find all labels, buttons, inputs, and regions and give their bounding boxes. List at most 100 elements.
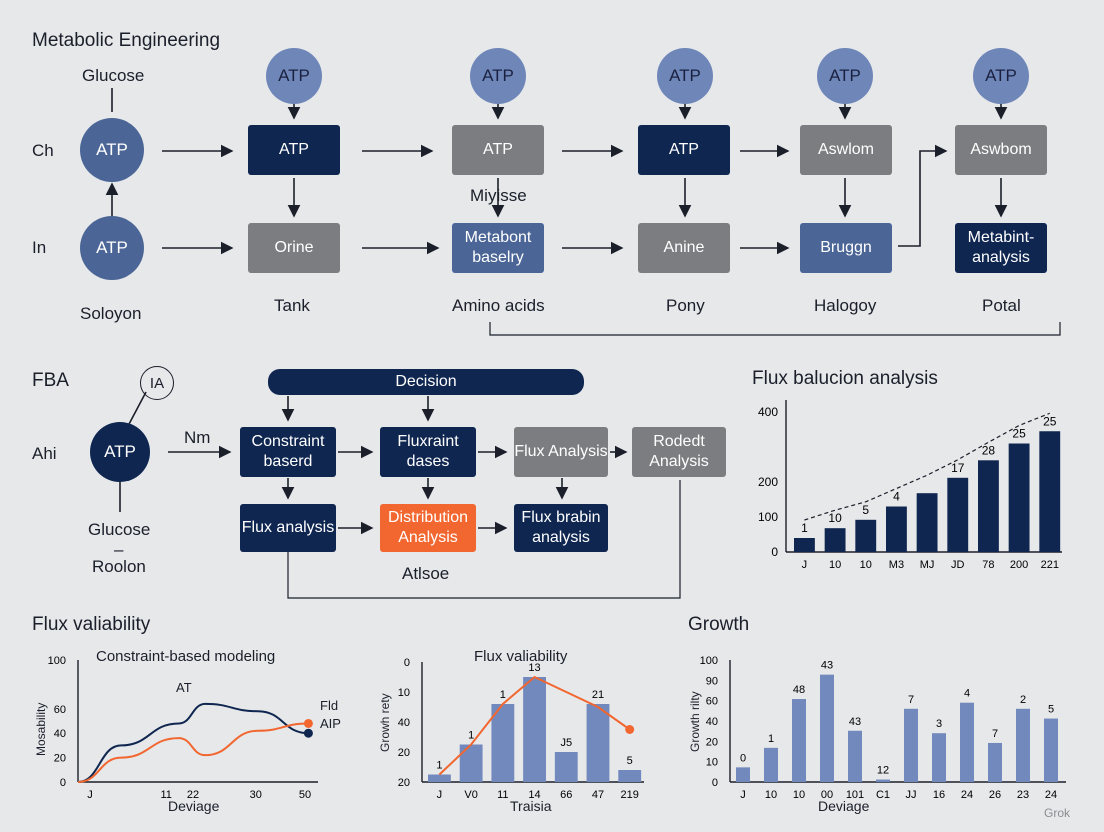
chart4-xtick: C1 (876, 789, 890, 801)
chart4-bar-label: 7 (908, 694, 914, 706)
chart1-bar (916, 493, 938, 552)
chart3-bar (618, 770, 642, 782)
bottom-label-tank: Tank (274, 296, 310, 315)
atp-node-left-top[interactable]: ATP (80, 118, 144, 182)
chart2-ytick: 0 (60, 777, 66, 789)
chart2-xtick: 30 (250, 789, 262, 801)
fba-box-flux-analysis-2[interactable]: Flux analysis (240, 504, 336, 552)
chart3-ytick: 20 (398, 747, 410, 759)
row2-box-1[interactable]: Orine (248, 223, 340, 273)
chart3-xtick: 66 (560, 789, 572, 801)
chart2-ytick: 40 (54, 728, 66, 740)
chart4-bar (764, 747, 778, 782)
chart4-bar (792, 699, 806, 782)
chart4-bar-label: 43 (849, 716, 861, 728)
chart1-ytick: 0 (771, 545, 778, 559)
decision-bar[interactable]: Decision (268, 369, 584, 395)
row1-box-1[interactable]: ATP (248, 125, 340, 175)
chart3-title: Flux valiability (474, 648, 568, 665)
chart3-bar-label: 13 (528, 662, 540, 674)
chart2-xlabel: Deviage (168, 798, 220, 814)
chart4-xtick: JJ (906, 789, 917, 801)
chart3-bar (459, 744, 483, 782)
chart4-bar (1044, 718, 1058, 782)
chart1-bar (947, 477, 969, 552)
roolon-label: Roolon (92, 557, 146, 576)
atp-top-node-4[interactable]: ATP (817, 48, 873, 104)
chart4-bar (904, 708, 918, 782)
bottom-label-amino: Amino acids (452, 296, 545, 315)
atlsoe-label: Atlsoe (402, 564, 450, 583)
chart4-bar-label: 5 (1048, 704, 1054, 716)
chart3-bar-label: 5 (627, 755, 633, 767)
chart4-xtick: 00 (821, 789, 833, 801)
chart1-bar (794, 538, 815, 552)
bottom-label-pony: Pony (666, 296, 705, 315)
chart1-ytick: 400 (758, 405, 778, 419)
chart4-ylabel: Growth rilty (688, 691, 702, 752)
fba-box-distribution[interactable]: Distribution Analysis (380, 504, 476, 552)
row1-box-2[interactable]: ATP (452, 125, 544, 175)
chart2-series-line (77, 722, 309, 783)
fba-box-fluxraint[interactable]: Fluxraint dases (380, 427, 476, 477)
chart1-bar-label: 17 (951, 461, 965, 475)
chart4-bar-label: 0 (740, 752, 746, 764)
chart1-trend-line (804, 412, 1050, 521)
row2-box-2[interactable]: Metabont baselry (452, 223, 544, 273)
miyisse-label: Miyisse (470, 186, 527, 205)
fba-box-rodedt[interactable]: Rodedt Analysis (632, 427, 726, 477)
chart1-bar (855, 519, 877, 552)
row1-box-5[interactable]: Aswbom (955, 125, 1047, 175)
atp-node-left-bottom[interactable]: ATP (80, 216, 144, 280)
chart4-xtick: J (740, 789, 746, 801)
chart1-bar-label: 10 (828, 511, 842, 525)
atp-top-node-2[interactable]: ATP (470, 48, 526, 104)
chart2-legend-fld: Fld (320, 698, 339, 713)
row1-box-4[interactable]: Aswlom (800, 125, 892, 175)
chart4-ytick: 90 (706, 675, 718, 687)
chart2-series-marker (303, 728, 313, 738)
ia-node[interactable]: IA (140, 366, 174, 400)
row2-box-5[interactable]: Metabint-analysis (955, 223, 1047, 273)
chart4-xtick: 26 (989, 789, 1001, 801)
chart3-xtick: 14 (528, 789, 540, 801)
row-label-in: In (32, 238, 47, 257)
chart4-ytick: 20 (706, 736, 718, 748)
bottom-label-halogoy: Halogoy (814, 296, 877, 315)
atp-top-node-5[interactable]: ATP (973, 48, 1029, 104)
row2-box-4[interactable]: Bruggn (800, 223, 892, 273)
chart4-bar (960, 702, 974, 782)
chart1-xtick: 200 (1010, 559, 1028, 571)
row1-box-3[interactable]: ATP (638, 125, 730, 175)
chart1-xtick: JD (951, 559, 965, 571)
chart3-xtick: V0 (464, 789, 477, 801)
chart1-ytick: 100 (758, 510, 778, 524)
fba-box-constraint[interactable]: Constraint baserd (240, 427, 336, 477)
chart4-xtick: 10 (765, 789, 777, 801)
chart2-legend-aip: AIP (320, 716, 341, 731)
chart4-bar-label: 1 (768, 733, 774, 745)
chart2-xtick: 11 (160, 789, 171, 801)
chart3-bar (586, 704, 610, 782)
fba-box-flux-analysis[interactable]: Flux Analysis (514, 427, 608, 477)
fba-atp-node[interactable]: ATP (90, 422, 150, 482)
chart4-bar-label: 2 (1020, 694, 1026, 706)
chart1-xtick: M3 (889, 559, 904, 571)
chart2-xtick: J (87, 789, 93, 801)
chart4-xtick: 24 (961, 789, 973, 801)
chart1-bar-label: 5 (862, 503, 869, 517)
chart1-bar (824, 528, 846, 552)
chart1-bar-label: 1 (801, 521, 808, 535)
chart4-bar-label: 4 (964, 688, 970, 700)
chart2-series-marker (303, 718, 313, 728)
chart4-ytick: 10 (706, 757, 718, 769)
bottom-label-potal: Potal (982, 296, 1021, 315)
atp-top-node-3[interactable]: ATP (657, 48, 713, 104)
row2-box-3[interactable]: Anine (638, 223, 730, 273)
atp-top-node-1[interactable]: ATP (266, 48, 322, 104)
chart4-xtick: 23 (1017, 789, 1029, 801)
fba-box-flux-brabin[interactable]: Flux brabin analysis (514, 504, 608, 552)
chart3-bar (523, 677, 546, 782)
chart4-bar (988, 742, 1002, 782)
chart4-xlabel: Deviage (818, 798, 870, 814)
